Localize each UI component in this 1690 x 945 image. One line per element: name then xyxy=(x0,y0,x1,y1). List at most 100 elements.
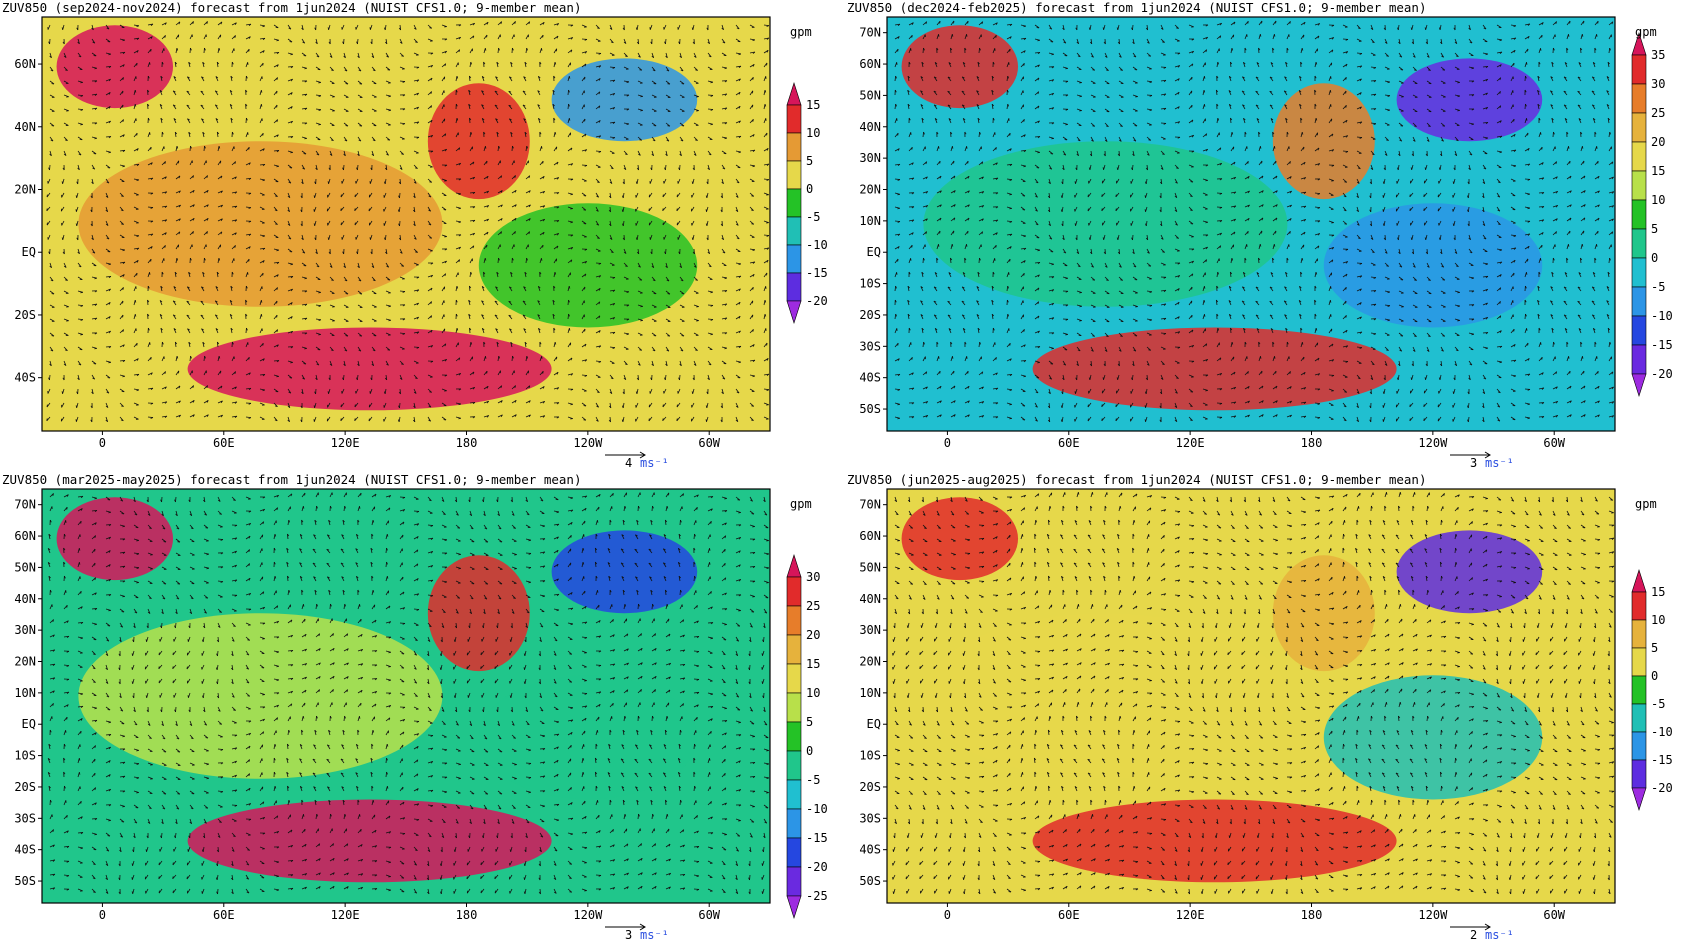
lat-label: 20N xyxy=(14,183,36,197)
wind-vectors xyxy=(892,492,1615,895)
lon-label: 0 xyxy=(944,436,951,450)
panel-djf-2025: ZUV850 (dec2024-feb2025) forecast from 1… xyxy=(845,0,1690,472)
colorbar-label: 30 xyxy=(1651,77,1665,91)
anomaly-region xyxy=(901,497,1019,581)
anomaly-region xyxy=(427,83,530,200)
anomaly-region xyxy=(187,799,552,883)
colorbar-label: 10 xyxy=(1651,193,1665,207)
lon-label: 60W xyxy=(1543,908,1565,922)
lon-label: 120E xyxy=(1176,908,1205,922)
anomaly-region xyxy=(427,555,530,672)
lat-label: 60N xyxy=(14,529,36,543)
anomaly-region xyxy=(1272,555,1375,672)
colorbar-label: -5 xyxy=(1651,280,1665,294)
unit-label: gpm xyxy=(790,25,812,39)
map-frame xyxy=(41,16,771,432)
vector-ref-value: 2 xyxy=(1470,928,1477,942)
lon-label: 180 xyxy=(456,436,478,450)
panel-title: ZUV850 (jun2025-aug2025) forecast from 1… xyxy=(847,472,1427,487)
anomaly-region xyxy=(478,675,698,800)
lat-label: 20N xyxy=(859,655,881,669)
colorbar-label: -20 xyxy=(806,294,828,308)
colorbar-label: 10 xyxy=(806,126,820,140)
anomaly-region xyxy=(478,203,698,328)
map-area xyxy=(42,489,770,903)
lon-label: 60W xyxy=(698,436,720,450)
colorbar-label: 10 xyxy=(1651,613,1665,627)
lat-label: 50S xyxy=(14,874,36,888)
lat-label: 30S xyxy=(859,339,881,353)
lat-label: 40N xyxy=(14,120,36,134)
lat-label: 30S xyxy=(859,811,881,825)
lat-label: 10S xyxy=(859,749,881,763)
lon-label: 120E xyxy=(1176,436,1205,450)
vector-ref-value: 4 xyxy=(625,456,632,470)
colorbar: 15 10 5 0 -5 -10 -15 -20 xyxy=(1631,569,1673,811)
anomaly-region xyxy=(1396,58,1543,142)
lat-label: EQ xyxy=(867,717,881,731)
colorbar-label: 0 xyxy=(1651,251,1658,265)
anomaly-region xyxy=(187,327,552,411)
lat-label: EQ xyxy=(22,717,36,731)
colorbar-label: -15 xyxy=(1651,338,1673,352)
colorbar-label: 15 xyxy=(1651,585,1665,599)
map-figure: 70N 60N 50N 40N 30N 20N 10N EQ 10S 20S 30S 40S 50S 0 6… xyxy=(14,488,828,942)
lat-label: EQ xyxy=(22,245,36,259)
wind-vectors xyxy=(894,20,1615,423)
lon-label: 60E xyxy=(1058,436,1080,450)
colorbar-label: 25 xyxy=(806,599,820,613)
colorbar-label: 5 xyxy=(806,154,813,168)
colorbar-label: 25 xyxy=(1651,106,1665,120)
lon-label: 60E xyxy=(1058,908,1080,922)
lat-label: 70N xyxy=(859,498,881,512)
map-figure: 70N 60N 50N 40N 30N 20N 10N EQ 10S 20S 30S 40S 50S 0 6… xyxy=(859,16,1673,470)
panel-mam-2025: ZUV850 (mar2025-may2025) forecast from 1… xyxy=(0,472,845,944)
lat-label: 30N xyxy=(859,623,881,637)
lon-label: 180 xyxy=(1301,908,1323,922)
colorbar-label: -20 xyxy=(1651,781,1673,795)
colorbar-label: 0 xyxy=(1651,669,1658,683)
colorbar-label: -5 xyxy=(1651,697,1665,711)
panel-son-2024: ZUV850 (sep2024-nov2024) forecast from 1… xyxy=(0,0,845,472)
lat-label: 60N xyxy=(859,529,881,543)
lon-label: 60E xyxy=(213,436,235,450)
lat-label: 50N xyxy=(14,560,36,574)
colorbar-label: 15 xyxy=(1651,164,1665,178)
panel-title: ZUV850 (mar2025-may2025) forecast from 1… xyxy=(2,472,582,487)
lon-label: 120W xyxy=(573,436,603,450)
lat-label: 40S xyxy=(14,371,36,385)
panel-title: ZUV850 (sep2024-nov2024) forecast from 1… xyxy=(2,0,582,15)
lat-label: 10N xyxy=(859,686,881,700)
colorbar-label: 20 xyxy=(1651,135,1665,149)
anomaly-region xyxy=(78,141,443,307)
colorbar-label: 10 xyxy=(806,686,820,700)
lon-label: 60W xyxy=(698,908,720,922)
map-area xyxy=(887,489,1615,903)
lat-label: 30S xyxy=(14,811,36,825)
anomaly-region xyxy=(1323,203,1543,328)
anomaly-region xyxy=(551,58,698,142)
colorbar-label: -15 xyxy=(1651,753,1673,767)
map-frame xyxy=(886,16,1616,432)
colorbar-label: 20 xyxy=(806,628,820,642)
lon-label: 180 xyxy=(1301,436,1323,450)
anomaly-region xyxy=(1396,530,1543,614)
vector-ref-unit: ms⁻¹ xyxy=(640,456,669,470)
vector-ref-unit: ms⁻¹ xyxy=(1485,928,1514,942)
colorbar-label: -10 xyxy=(806,802,828,816)
map-area xyxy=(42,17,770,431)
map-figure: 60N 40N 20N EQ 20S 40S 0 60E 120E 180 120W 60W 15 10 5… xyxy=(14,16,828,470)
lat-label: 10N xyxy=(14,686,36,700)
lat-label: 40S xyxy=(859,843,881,857)
lon-label: 180 xyxy=(456,908,478,922)
unit-label: gpm xyxy=(1635,25,1657,39)
lat-label: 20S xyxy=(859,780,881,794)
lat-label: 20S xyxy=(14,308,36,322)
colorbar-label: -10 xyxy=(806,238,828,252)
anomaly-region xyxy=(1323,675,1543,800)
vector-ref-value: 3 xyxy=(1470,456,1477,470)
lat-label: 20S xyxy=(859,308,881,322)
lat-label: 40N xyxy=(859,120,881,134)
map-figure: 70N 60N 50N 40N 30N 20N 10N EQ 10S 20S 30S 40S 50S 0 6… xyxy=(859,488,1673,942)
anomaly-region xyxy=(923,613,1288,779)
